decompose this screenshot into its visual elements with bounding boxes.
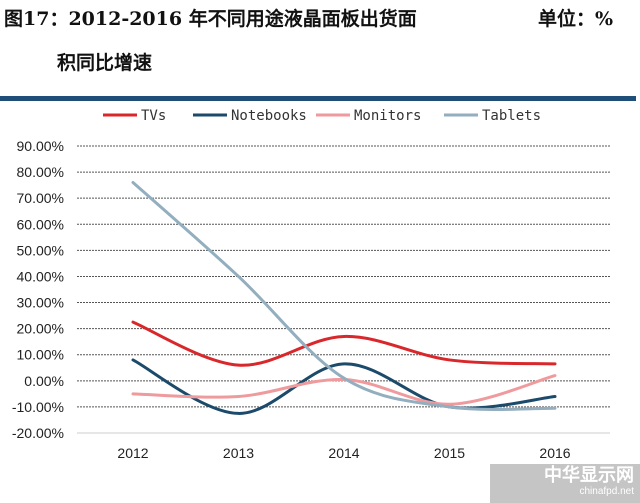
- series-line-tvs: [131, 320, 557, 367]
- y-tick-label: 60.00%: [17, 216, 64, 232]
- figure-title-cont: 积同比增速: [57, 52, 153, 74]
- x-tick-label: 2012: [117, 445, 148, 461]
- legend-label: TVs: [141, 108, 166, 124]
- x-tick-label: 2013: [223, 445, 254, 461]
- y-tick-label: 50.00%: [17, 242, 64, 258]
- y-tick-label: 0.00%: [24, 373, 64, 389]
- watermark-text: 中华显示网: [544, 465, 634, 485]
- y-tick-label: 40.00%: [17, 268, 64, 284]
- watermark: 中华显示网 chinafpd.net: [490, 464, 640, 503]
- y-tick-label: 90.00%: [17, 138, 64, 154]
- y-tick-label: 80.00%: [17, 164, 64, 180]
- x-tick-label: 2014: [328, 445, 359, 461]
- legend-label: Tablets: [482, 108, 541, 124]
- y-tick-label: 10.00%: [17, 347, 64, 363]
- unit-label: 单位：%: [538, 8, 614, 30]
- x-tick-label: 2015: [434, 445, 465, 461]
- y-tick-label: -10.00%: [12, 399, 64, 415]
- legend-label: Notebooks: [231, 108, 307, 124]
- y-tick-label: 20.00%: [17, 321, 64, 337]
- title-divider: [0, 96, 636, 101]
- y-tick-label: -20.00%: [12, 425, 64, 441]
- legend-label: Monitors: [354, 108, 421, 124]
- series-line-notebooks: [131, 358, 557, 415]
- y-tick-label: 70.00%: [17, 190, 64, 206]
- y-tick-label: 30.00%: [17, 295, 64, 311]
- watermark-sub: chinafpd.net: [579, 486, 635, 497]
- figure-title: 图17：2012-2016 年不同用途液晶面板出货面: [4, 8, 417, 30]
- series-line-tablets: [131, 181, 557, 411]
- x-tick-label: 2016: [539, 445, 570, 461]
